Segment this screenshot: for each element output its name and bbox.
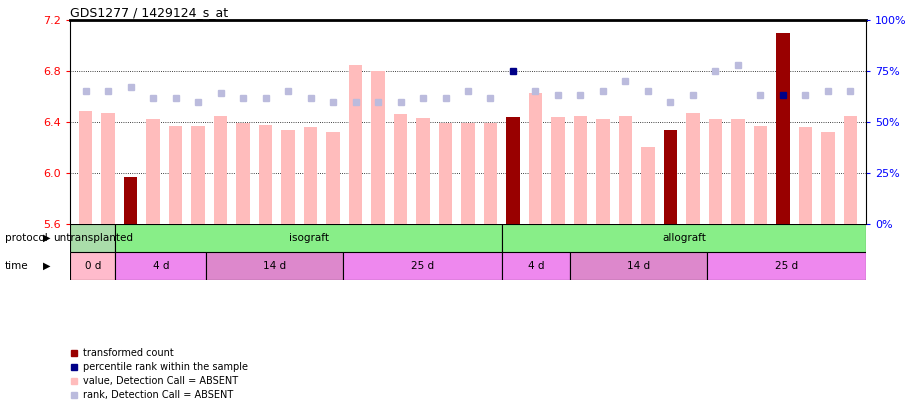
Bar — [641, 147, 655, 224]
Text: 0 d: 0 d — [84, 261, 101, 271]
Text: untransplanted: untransplanted — [53, 233, 133, 243]
Text: protocol: protocol — [5, 233, 48, 243]
Bar — [484, 123, 497, 224]
Bar — [507, 117, 519, 224]
Bar — [799, 127, 812, 224]
Text: 14 d: 14 d — [627, 261, 650, 271]
Bar — [236, 123, 250, 224]
Text: 25 d: 25 d — [775, 261, 798, 271]
Text: transformed count: transformed count — [82, 348, 173, 358]
Bar — [754, 126, 767, 224]
Bar — [169, 126, 182, 224]
Text: GDS1277 / 1429124_s_at: GDS1277 / 1429124_s_at — [70, 6, 228, 19]
Bar — [147, 119, 160, 224]
Bar — [663, 130, 677, 224]
Bar — [731, 119, 745, 224]
Bar — [70, 252, 115, 280]
Bar — [259, 125, 272, 224]
Text: time: time — [5, 261, 28, 271]
Bar — [124, 177, 137, 224]
Bar — [394, 114, 408, 224]
Text: isograft: isograft — [289, 233, 329, 243]
Bar — [102, 113, 115, 224]
Bar — [371, 71, 385, 224]
Bar — [304, 127, 317, 224]
Bar — [416, 118, 430, 224]
Bar — [844, 115, 857, 224]
Bar — [502, 224, 866, 252]
Bar — [214, 115, 227, 224]
Bar — [618, 115, 632, 224]
Bar — [439, 123, 453, 224]
Bar — [349, 65, 363, 224]
Text: 25 d: 25 d — [411, 261, 434, 271]
Bar — [709, 119, 722, 224]
Text: 4 d: 4 d — [153, 261, 169, 271]
Text: 14 d: 14 d — [263, 261, 286, 271]
Bar — [707, 252, 866, 280]
Bar — [776, 33, 790, 224]
Bar — [281, 130, 295, 224]
Text: rank, Detection Call = ABSENT: rank, Detection Call = ABSENT — [82, 390, 233, 400]
Text: value, Detection Call = ABSENT: value, Detection Call = ABSENT — [82, 376, 238, 386]
Bar — [571, 252, 707, 280]
Bar — [206, 252, 343, 280]
Text: ▶: ▶ — [43, 261, 50, 271]
Bar — [573, 115, 587, 224]
Bar — [821, 132, 834, 224]
Bar — [551, 117, 564, 224]
Bar — [686, 113, 700, 224]
Bar — [79, 111, 93, 224]
Bar — [115, 224, 502, 252]
Bar — [326, 132, 340, 224]
Bar — [502, 252, 571, 280]
Text: ▶: ▶ — [43, 233, 50, 243]
Bar — [115, 252, 206, 280]
Bar — [596, 119, 610, 224]
Bar — [343, 252, 502, 280]
Text: allograft: allograft — [662, 233, 706, 243]
Text: 4 d: 4 d — [528, 261, 544, 271]
Bar — [70, 224, 115, 252]
Text: percentile rank within the sample: percentile rank within the sample — [82, 362, 248, 372]
Bar — [191, 126, 205, 224]
Bar — [462, 123, 474, 224]
Bar — [529, 93, 542, 224]
